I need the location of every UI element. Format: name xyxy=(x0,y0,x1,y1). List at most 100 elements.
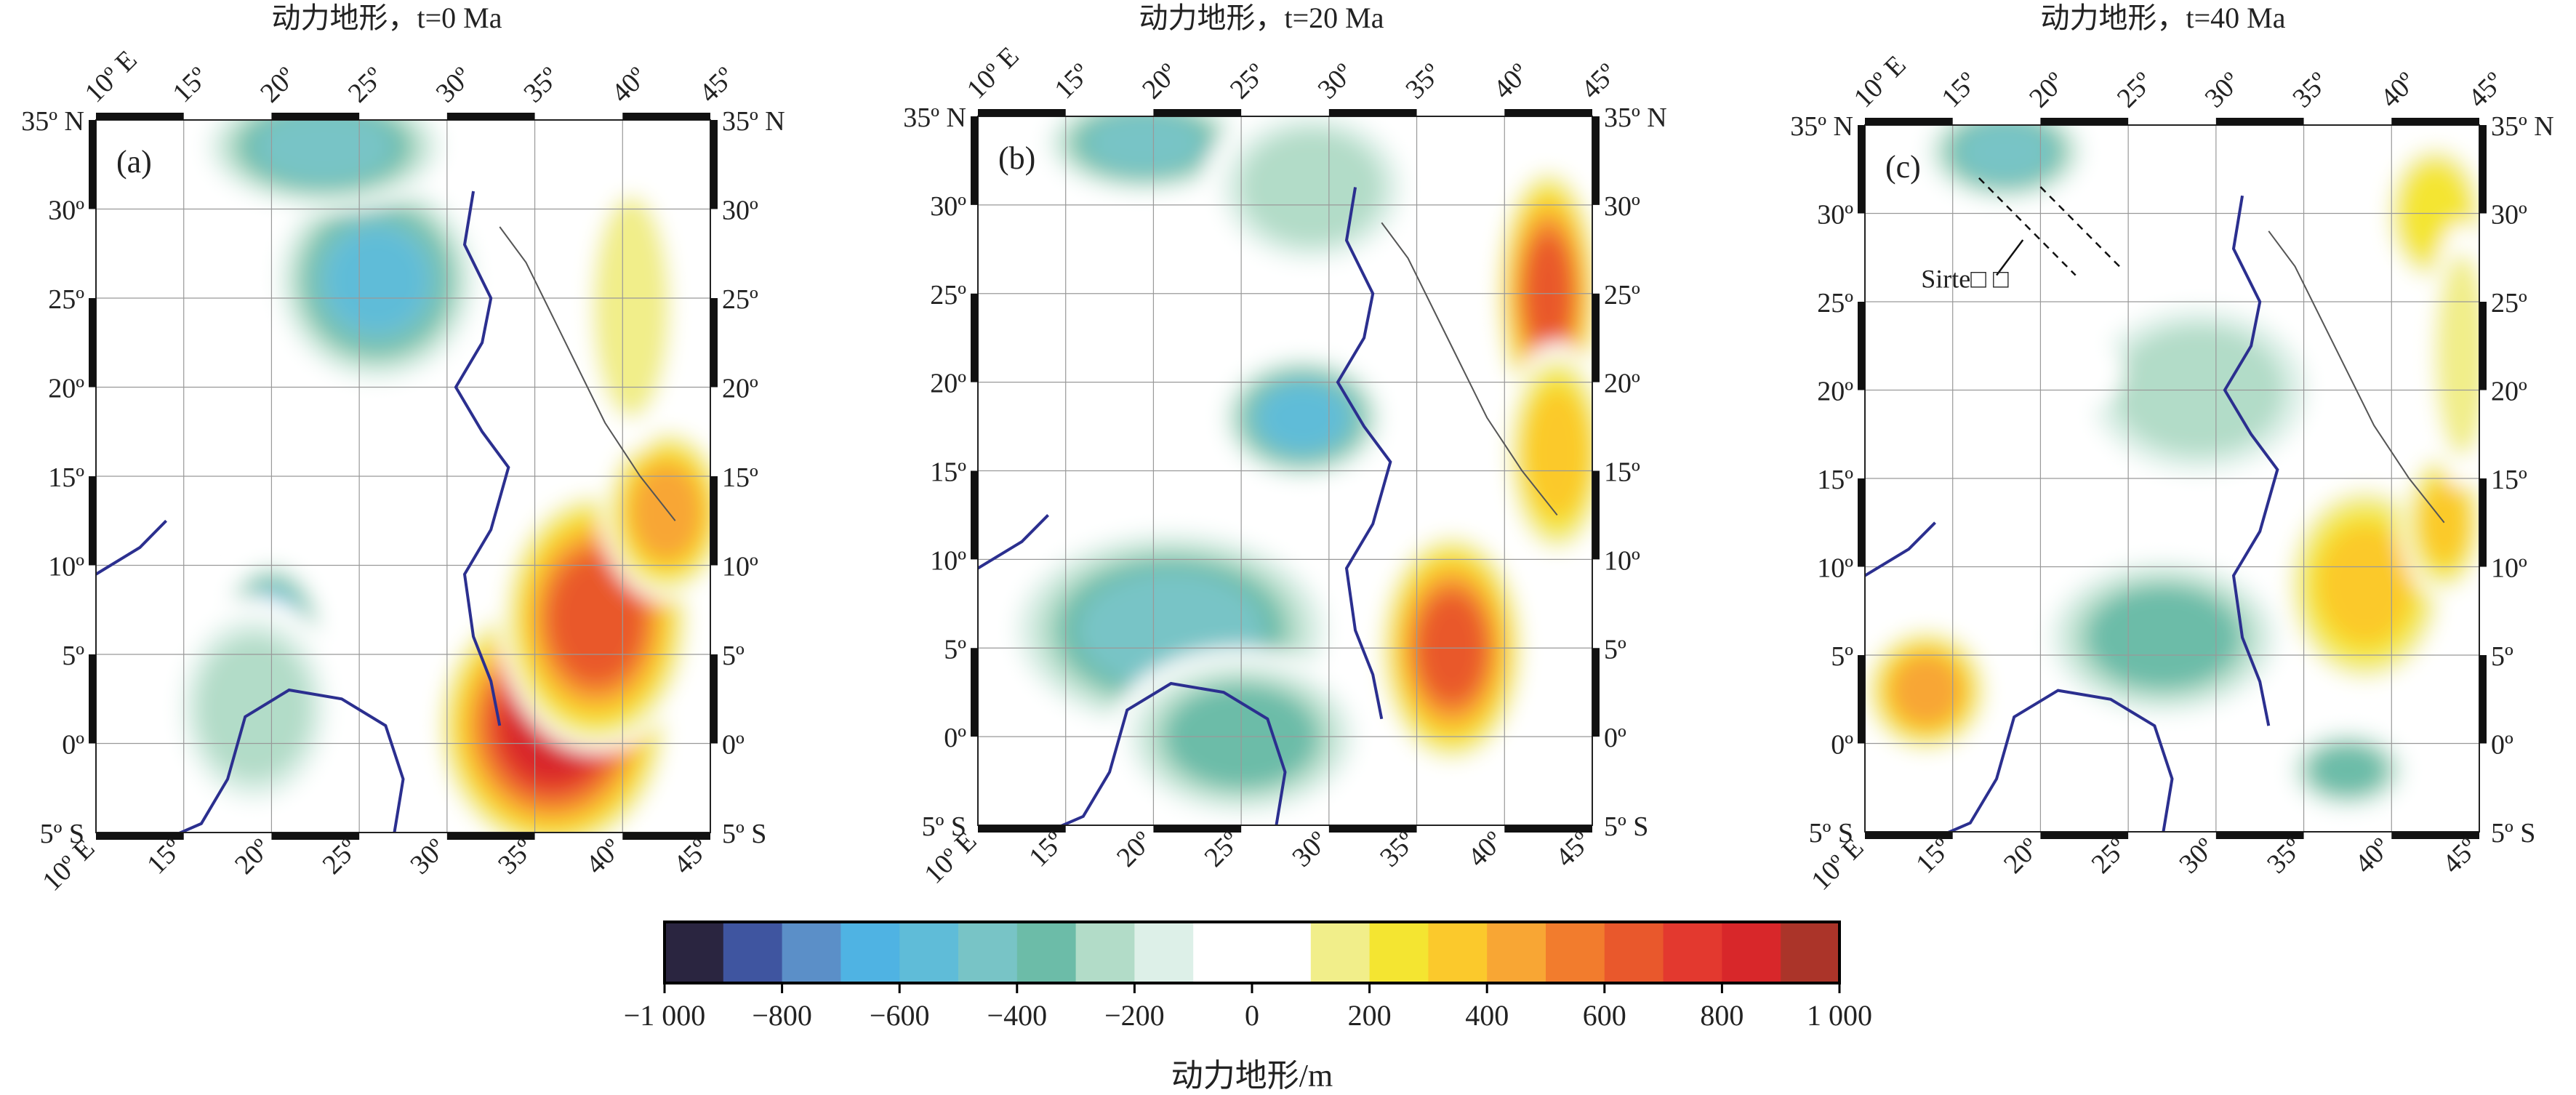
red-sea-coast xyxy=(499,226,676,521)
contour-shade xyxy=(1525,389,1589,517)
lon-label-top: 40º xyxy=(1488,57,1535,105)
colorbar-swatch xyxy=(1075,922,1135,983)
frame-tick xyxy=(2391,118,2479,125)
frame-tick xyxy=(971,116,978,205)
colorbar-tick-label: 400 xyxy=(1465,999,1509,1032)
frame-tick xyxy=(1858,655,1865,744)
frame-tick xyxy=(89,120,96,209)
lat-label-left: 30º xyxy=(48,196,84,226)
panel-letter: (a) xyxy=(116,144,152,180)
sirte-annotation: Sirte□ □ xyxy=(1921,177,2120,294)
frame-tick xyxy=(971,470,978,560)
colorbar-tick-label: −600 xyxy=(870,999,930,1032)
lat-label-right: 10º xyxy=(2491,553,2527,584)
panel-letter: (b) xyxy=(998,140,1035,176)
frame-tick xyxy=(2215,118,2304,125)
frame-tick xyxy=(1865,832,1953,839)
contour-shade xyxy=(2319,526,2412,643)
frame-tick xyxy=(2391,832,2479,839)
lat-label-left: 15º xyxy=(1817,465,1853,495)
frame-tick xyxy=(89,298,96,388)
lon-label-top: 20º xyxy=(2023,66,2071,113)
colorbar-swatch xyxy=(723,922,783,983)
colorbar-swatch xyxy=(1310,922,1371,983)
frame-tick xyxy=(2479,302,2487,390)
contour-shade xyxy=(2434,253,2479,457)
frame-tick xyxy=(96,833,184,840)
lat-label-right: 10º xyxy=(722,552,758,582)
frame-tick xyxy=(1504,825,1592,833)
lat-label-left: 25º xyxy=(48,284,84,315)
lon-label-bottom: 45º xyxy=(667,833,715,881)
frame-tick xyxy=(710,476,718,566)
lat-label-right: 20º xyxy=(722,374,758,404)
lon-label-bottom: 30º xyxy=(1286,826,1333,873)
lat-label-right: 35º N xyxy=(1604,103,1667,133)
lat-label-left: 20º xyxy=(48,374,84,404)
frame-tick xyxy=(2479,125,2487,214)
colorbar-swatch xyxy=(1193,922,1253,983)
contour-shade xyxy=(593,196,670,419)
topography-contours xyxy=(1865,125,2479,814)
colorbar-tick-label: −800 xyxy=(752,999,812,1032)
lat-label-right: 5º xyxy=(2491,641,2513,672)
lat-label-right: 15º xyxy=(1604,457,1640,488)
frame-tick xyxy=(1504,109,1592,116)
lat-label-right: 30º xyxy=(2491,200,2527,230)
lon-label-top: 30º xyxy=(430,61,478,108)
contour-shade xyxy=(1959,125,2052,181)
map-frame xyxy=(1858,118,2487,839)
colorbar-swatch xyxy=(665,922,724,983)
panel-a-title: 动力地形，t=0 Ma xyxy=(272,1,502,34)
lat-label-left: 0º xyxy=(62,730,84,761)
lon-label-bottom: 25º xyxy=(1199,826,1246,873)
frame-tick xyxy=(710,654,718,744)
frame-tick xyxy=(446,113,535,120)
lon-label-top: 35º xyxy=(518,61,565,108)
frame-tick xyxy=(446,833,535,840)
colorbar-tick-label: 1 000 xyxy=(1807,999,1872,1032)
colorbar-swatch xyxy=(1369,922,1429,983)
lat-label-left: 0º xyxy=(1831,730,1853,761)
lat-label-right: 15º xyxy=(2491,465,2527,495)
nile-river xyxy=(1336,187,1392,720)
contour-shade xyxy=(1992,328,2124,417)
frame-tick xyxy=(2215,832,2304,839)
frame-tick xyxy=(271,113,360,120)
lat-label-left: 10º xyxy=(1817,553,1853,584)
lon-label-bottom: 30º xyxy=(404,833,452,881)
lon-label-bottom: 15º xyxy=(1910,833,1957,880)
contour-shade xyxy=(1240,129,1383,245)
rivers xyxy=(96,190,676,833)
lon-label-bottom: 45º xyxy=(2436,833,2484,880)
lon-label-bottom: 25º xyxy=(2086,833,2133,880)
frame-tick xyxy=(96,113,184,120)
lon-label-top: 35º xyxy=(2287,66,2334,113)
lat-label-left: 5º S xyxy=(40,819,84,849)
lon-label-bottom: 20º xyxy=(1998,833,2045,880)
lon-label-top: 30º xyxy=(1312,57,1360,105)
lon-label-bottom: 20º xyxy=(1111,826,1158,873)
colorbar-swatch xyxy=(1016,922,1077,983)
colorbar-label: 动力地形/m xyxy=(1171,1058,1333,1094)
colorbar-swatches xyxy=(665,922,1840,983)
nile-river xyxy=(454,190,510,726)
contour-shade xyxy=(2087,586,2239,689)
lat-label-right: 0º xyxy=(2491,730,2513,761)
panel-b-title: 动力地形，t=20 Ma xyxy=(1139,1,1384,34)
lat-label-left: 0º xyxy=(944,723,966,753)
map-frame xyxy=(89,113,718,840)
frame-tick xyxy=(622,113,710,120)
graticule xyxy=(978,116,1592,825)
lon-label-top: 15º xyxy=(166,61,214,108)
topography-field xyxy=(96,120,710,833)
lat-label-left: 15º xyxy=(930,457,966,488)
contour-shade xyxy=(196,635,311,780)
lat-label-right: 35º N xyxy=(2491,111,2554,142)
lat-label-right: 5º S xyxy=(722,819,766,849)
